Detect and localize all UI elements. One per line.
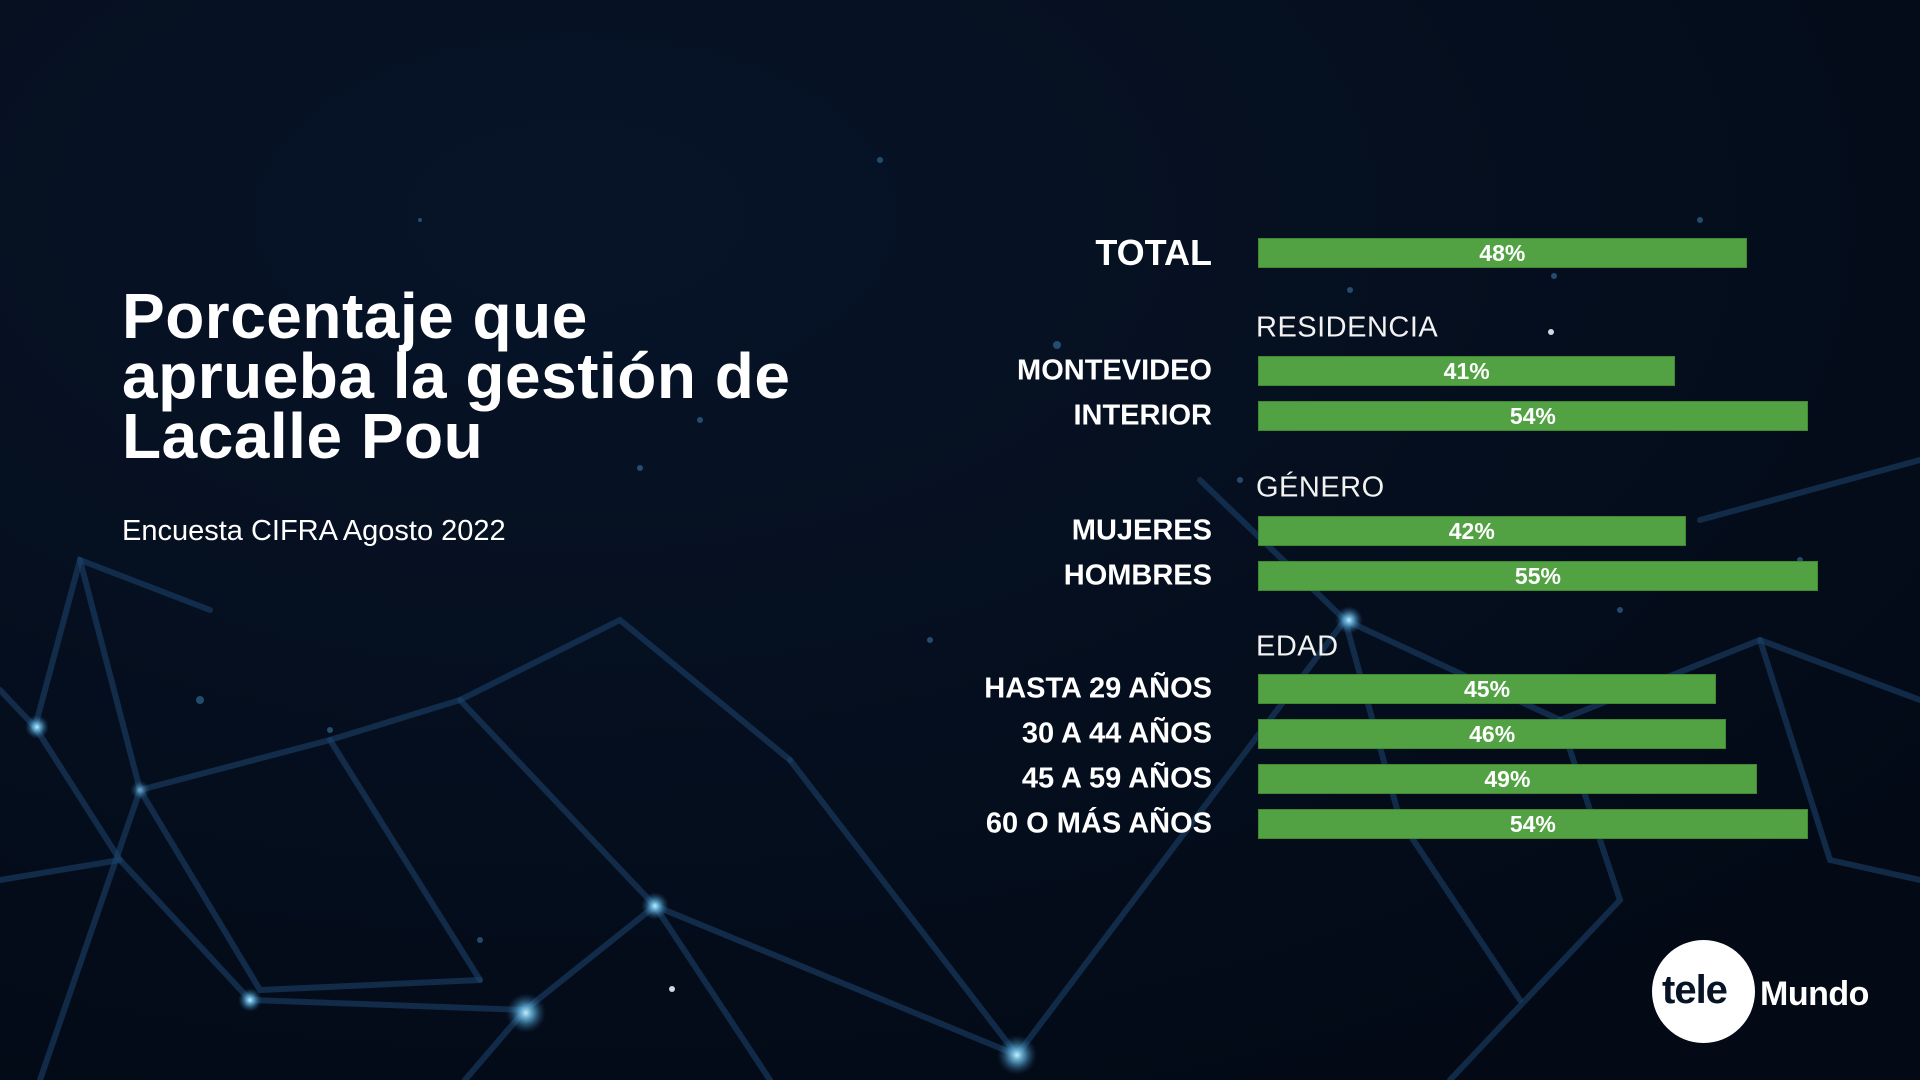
bar: 42% (1258, 516, 1686, 546)
bar: 54% (1258, 401, 1808, 431)
category-label: 30 A 44 AÑOS (1021, 717, 1212, 750)
bar-value-label: 54% (1509, 402, 1556, 429)
bar-value-label: 55% (1514, 562, 1561, 589)
bar: 54% (1258, 809, 1808, 839)
bar-value-label: 48% (1479, 239, 1526, 266)
title-line-2: aprueba la gestión de (122, 340, 791, 412)
category-label: INTERIOR (1073, 399, 1212, 432)
bar-value-label: 45% (1464, 675, 1511, 702)
bar-value-label: 54% (1509, 810, 1556, 837)
bar-value-label: 42% (1448, 517, 1495, 544)
bar: 55% (1258, 561, 1818, 591)
section-label-2: GÉNERO (1256, 471, 1385, 504)
category-label: TOTAL (1095, 232, 1212, 273)
category-label: HOMBRES (1063, 559, 1212, 592)
category-label: MONTEVIDEO (1017, 354, 1212, 387)
title-line-1: Porcentaje que (122, 280, 588, 352)
bar-value-label: 41% (1443, 357, 1490, 384)
telemundo-logo: tele Mundo (1652, 940, 1882, 1045)
category-label: HASTA 29 AÑOS (984, 672, 1212, 705)
bar: 48% (1258, 238, 1747, 268)
page-title: Porcentaje que aprueba la gestión de Lac… (122, 280, 791, 472)
logo-text-tele: tele (1662, 968, 1728, 1012)
bar: 49% (1258, 764, 1757, 794)
category-label: MUJERES (1071, 514, 1212, 547)
bar-value-label: 46% (1469, 720, 1516, 747)
subtitle: Encuesta CIFRA Agosto 2022 (122, 515, 506, 547)
category-label: 60 O MÁS AÑOS (985, 807, 1212, 840)
bar: 46% (1258, 719, 1727, 749)
bar: 45% (1258, 674, 1717, 704)
bar: 41% (1258, 356, 1676, 386)
section-label-3: EDAD (1256, 630, 1339, 663)
logo-circle (1652, 940, 1755, 1043)
bar-value-label: 49% (1484, 765, 1531, 792)
title-line-3: Lacalle Pou (122, 400, 484, 472)
logo-text-mundo: Mundo (1760, 975, 1869, 1013)
section-label-1: RESIDENCIA (1256, 311, 1439, 344)
category-label: 45 A 59 AÑOS (1021, 762, 1212, 795)
